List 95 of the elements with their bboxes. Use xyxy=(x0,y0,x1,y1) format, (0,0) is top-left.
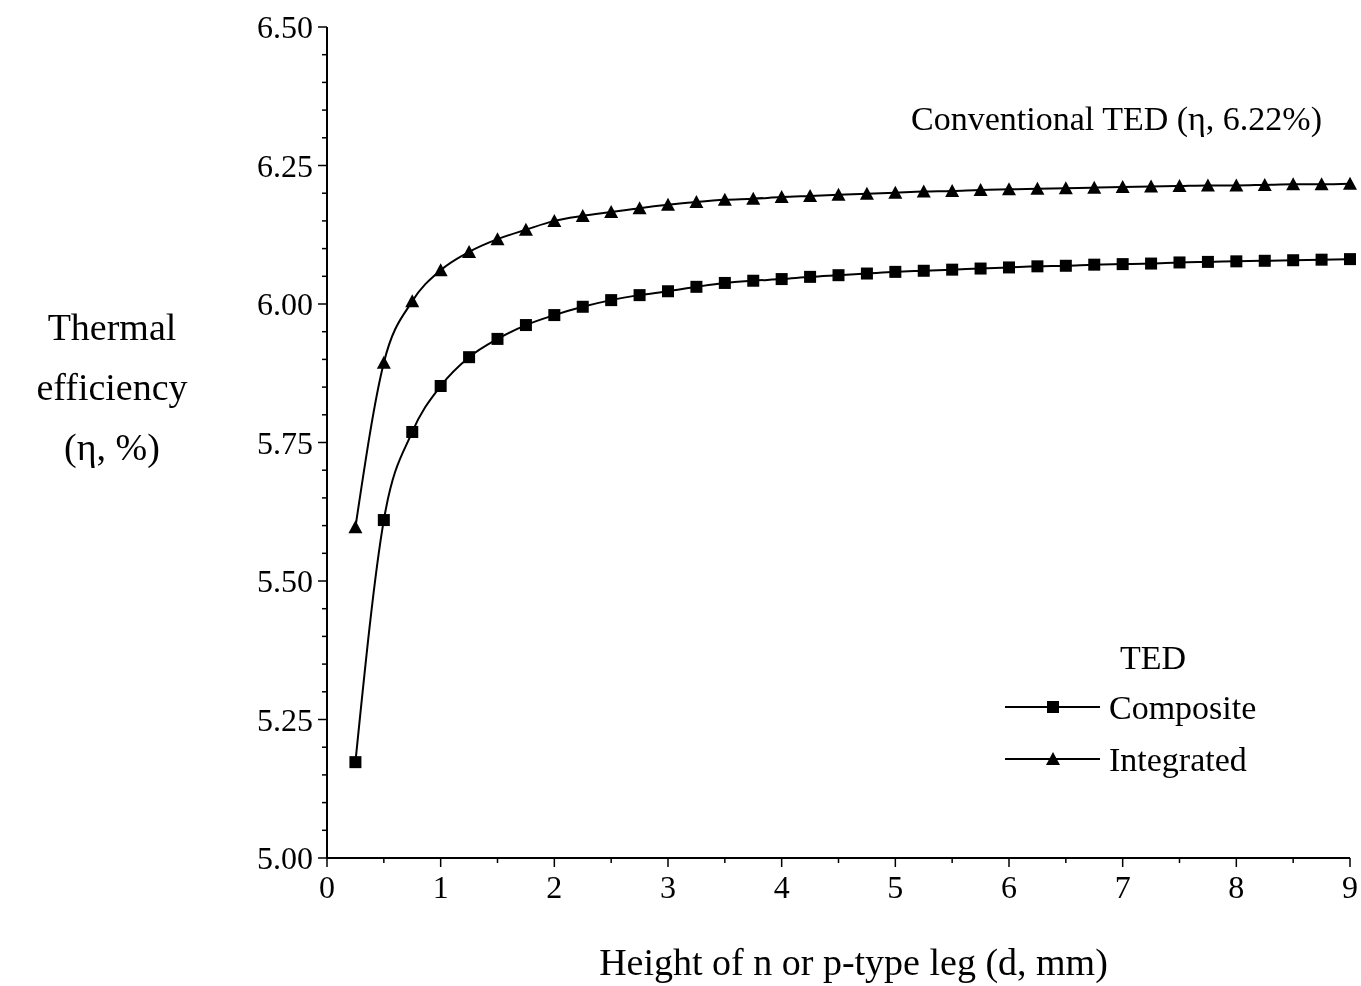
point xyxy=(803,188,818,202)
point xyxy=(1058,181,1073,195)
y-tick-label: 5.75 xyxy=(257,424,313,461)
point xyxy=(1201,255,1214,268)
point xyxy=(775,273,788,286)
point xyxy=(548,309,561,322)
x-tick-label: 3 xyxy=(660,869,676,905)
point xyxy=(632,201,647,215)
x-tick-label: 6 xyxy=(1001,869,1017,905)
x-tick-label: 7 xyxy=(1114,869,1131,905)
point xyxy=(575,208,590,222)
point xyxy=(1287,254,1300,267)
point xyxy=(661,197,675,211)
point xyxy=(1173,256,1186,269)
point xyxy=(604,205,619,219)
point xyxy=(889,265,902,278)
y-tick-label: 6.00 xyxy=(257,286,313,323)
point xyxy=(463,351,476,364)
point xyxy=(718,276,731,289)
point xyxy=(1258,254,1271,267)
point xyxy=(576,300,589,313)
point xyxy=(1200,178,1215,192)
point xyxy=(1145,257,1158,270)
point xyxy=(832,269,845,282)
point xyxy=(1344,253,1356,266)
point xyxy=(1003,261,1015,274)
point xyxy=(916,184,931,198)
x-tick-label: 5 xyxy=(887,869,904,905)
point xyxy=(348,520,363,534)
point xyxy=(1059,259,1072,272)
point xyxy=(1144,179,1159,193)
point xyxy=(746,191,761,205)
x-tick-label: 8 xyxy=(1228,869,1245,905)
x-axis-title: Height of n or p-type leg (d, mm) xyxy=(599,941,1108,984)
point xyxy=(605,294,618,307)
x-tick-label: 2 xyxy=(546,869,563,905)
point xyxy=(405,294,420,308)
point xyxy=(860,267,873,280)
point xyxy=(518,222,533,236)
point xyxy=(1230,255,1243,268)
point xyxy=(689,195,704,209)
y-tick-label: 6.25 xyxy=(257,147,313,184)
point xyxy=(1172,179,1187,192)
point xyxy=(917,264,930,277)
point xyxy=(376,355,391,369)
point xyxy=(946,263,959,276)
point xyxy=(1088,258,1101,271)
point xyxy=(1229,178,1244,192)
legend-label: Composite xyxy=(1109,688,1257,726)
point xyxy=(1031,260,1044,273)
point xyxy=(774,190,789,204)
point xyxy=(747,274,760,287)
x-tick-label: 0 xyxy=(319,869,335,905)
point xyxy=(490,232,505,246)
point xyxy=(1115,180,1130,194)
point xyxy=(1030,181,1045,195)
x-tick-label: 1 xyxy=(432,869,449,905)
y-tick-label: 5.25 xyxy=(257,701,313,738)
point xyxy=(662,285,674,298)
y-tick-label: 5.00 xyxy=(257,840,313,877)
point xyxy=(377,514,390,527)
point xyxy=(974,262,987,275)
legend-label: Integrated xyxy=(1109,740,1247,778)
point xyxy=(491,332,504,345)
point xyxy=(547,213,562,227)
point xyxy=(462,244,477,258)
point xyxy=(433,263,448,277)
y-tick-label: 6.50 xyxy=(257,9,313,46)
point xyxy=(973,182,988,196)
point xyxy=(690,280,703,293)
legend-title: TED xyxy=(1119,639,1187,676)
x-tick-label: 4 xyxy=(773,869,790,905)
point xyxy=(1343,176,1357,190)
point xyxy=(349,756,362,769)
point xyxy=(831,187,846,201)
point xyxy=(519,319,532,332)
point xyxy=(1286,177,1301,191)
point xyxy=(1314,177,1329,191)
point xyxy=(945,183,960,197)
point xyxy=(1315,253,1328,266)
point xyxy=(717,192,732,206)
point xyxy=(434,379,447,392)
point xyxy=(406,425,419,438)
x-tick-label: 9 xyxy=(1342,869,1358,905)
point xyxy=(804,270,817,283)
point xyxy=(1257,177,1272,191)
point xyxy=(859,186,874,200)
y-tick-label: 5.50 xyxy=(257,563,313,600)
point xyxy=(1002,182,1016,196)
point xyxy=(1116,258,1129,271)
point xyxy=(1087,180,1102,194)
point xyxy=(633,289,646,302)
point xyxy=(888,185,903,199)
annotation: Conventional TED (η, 6.22%) xyxy=(911,100,1322,138)
y-axis-title: Thermal efficiency (η, %) xyxy=(36,306,188,469)
